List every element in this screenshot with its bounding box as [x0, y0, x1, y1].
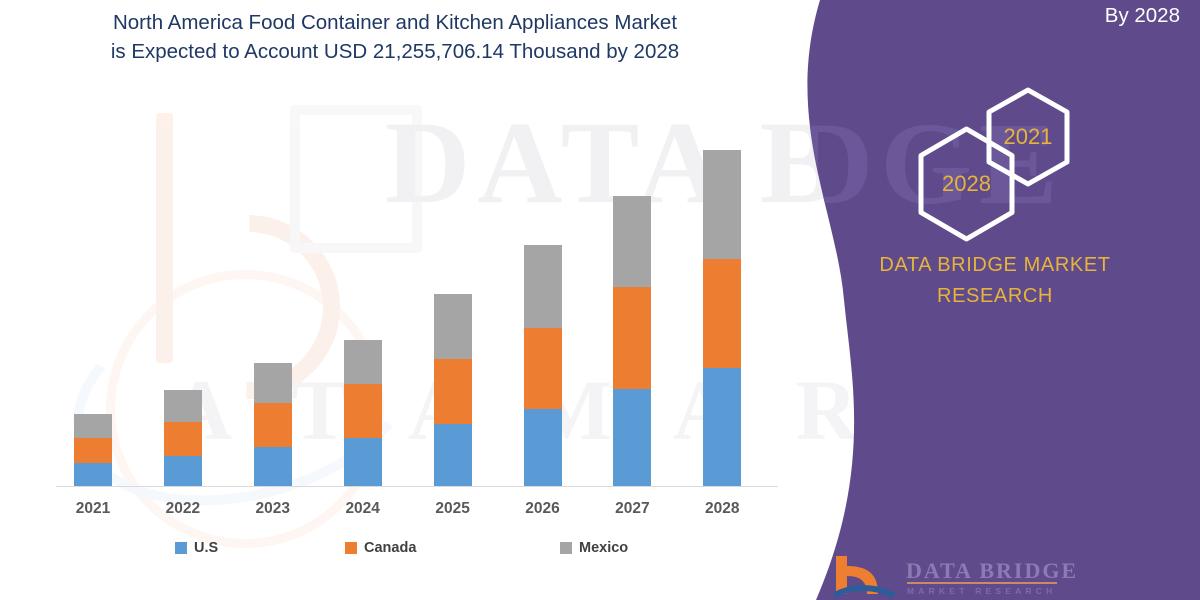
page-title-line2: is Expected to Account USD 21,255,706.14… [110, 40, 680, 63]
stacked-bar-chart: 2021 2022 2023 2024 2025 2026 2027 2028 [56, 150, 778, 517]
bar-segment-canada-2021 [74, 438, 112, 463]
logo-rule [907, 582, 1057, 584]
logo-tagline: MARKET RESEARCH [907, 586, 1057, 596]
bar-segment-us-2024 [343, 438, 382, 486]
legend-swatch-icon [175, 542, 187, 554]
legend-swatch-icon [560, 542, 572, 554]
purple-background-shape: DGE R and Kitchen Appliances Market, By … [780, 0, 1200, 600]
x-axis-label-2024: 2024 [345, 500, 380, 517]
brand-line2: RESEARCH [937, 285, 1053, 307]
x-axis-label-2025: 2025 [435, 500, 470, 517]
bar-segment-us-2027 [613, 389, 652, 486]
hexagon-outline-icon [982, 86, 1074, 188]
bar-2025 [433, 294, 472, 486]
bar-segment-mexico-2028 [703, 150, 742, 259]
legend-item-us[interactable]: U.S [175, 540, 218, 556]
x-axis-label-2023: 2023 [255, 500, 291, 517]
legend-label: Mexico [579, 540, 629, 556]
bar-segment-us-2021 [74, 463, 112, 486]
bar-2028 [703, 150, 742, 486]
legend-item-canada[interactable]: Canada [345, 540, 416, 556]
bar-segment-us-2026 [523, 409, 562, 486]
panel-title-line2: By 2028 [1104, 4, 1180, 27]
bar-segment-canada-2026 [523, 328, 562, 409]
bar-segment-us-2028 [703, 368, 742, 486]
page-title-line1: North America Food Container and Kitchen… [112, 11, 678, 34]
x-axis-label-2027: 2027 [615, 500, 650, 517]
bar-segment-mexico-2027 [613, 196, 652, 287]
page-title: North America Food Container and Kitchen… [0, 8, 790, 66]
bar-segment-mexico-2025 [433, 294, 472, 359]
brand-name: DATA BRIDGE MARKET RESEARCH [800, 250, 1190, 312]
bar-segment-mexico-2023 [253, 363, 292, 403]
bar-segment-us-2022 [163, 456, 202, 486]
bar-segment-mexico-2026 [523, 245, 562, 328]
bar-2027 [613, 196, 652, 486]
x-axis-label-2021: 2021 [75, 500, 111, 517]
bar-2022 [163, 390, 202, 486]
hexagon-2028: 2028 [913, 125, 1020, 243]
data-bridge-logo-icon [834, 556, 898, 600]
chart-panel: DATA BR A T A M A R K E T North America … [0, 8, 860, 566]
brand-line1: DATA BRIDGE MARKET [879, 254, 1111, 276]
legend-swatch-icon [345, 542, 357, 554]
bar-segment-mexico-2024 [343, 340, 382, 384]
bar-2026 [523, 245, 562, 486]
bar-segment-canada-2025 [433, 359, 472, 424]
bar-2023 [253, 363, 292, 486]
panel-watermark-bottom: R [780, 362, 859, 458]
logo-wordmark: DATA BRIDGE [906, 558, 1079, 583]
purple-panel: DGE R and Kitchen Appliances Market, By … [780, 0, 1200, 600]
legend-label: Canada [364, 540, 417, 556]
bar-segment-canada-2023 [253, 403, 292, 447]
hexagon-2028-label: 2028 [942, 171, 991, 196]
bar-segment-canada-2024 [343, 384, 382, 438]
x-axis-label-2022: 2022 [165, 500, 201, 517]
bar-2024 [343, 340, 382, 486]
x-axis-line [56, 486, 778, 487]
company-logo: DATA BRIDGE MARKET RESEARCH [834, 552, 1134, 600]
bar-segment-canada-2028 [703, 259, 742, 368]
hexagon-2021: 2021 [982, 86, 1074, 188]
bar-segment-mexico-2021 [74, 414, 112, 438]
chart-legend: U.S Canada Mexico [0, 540, 790, 566]
legend-item-mexico[interactable]: Mexico [560, 540, 628, 556]
legend-label: U.S [194, 540, 219, 556]
panel-title: and Kitchen Appliances Market, By 2028 [800, 0, 1200, 30]
hexagon-outline-icon [913, 125, 1020, 243]
bar-segment-mexico-2022 [163, 390, 202, 422]
bar-segment-us-2025 [433, 424, 472, 486]
bar-segment-us-2023 [253, 447, 292, 486]
bar-segment-canada-2022 [163, 422, 202, 456]
x-axis-label-2026: 2026 [525, 500, 560, 517]
bar-segment-canada-2027 [613, 287, 652, 389]
x-axis-label-2028: 2028 [705, 500, 740, 517]
hexagon-2021-label: 2021 [1003, 124, 1053, 149]
bar-2021 [74, 414, 112, 486]
